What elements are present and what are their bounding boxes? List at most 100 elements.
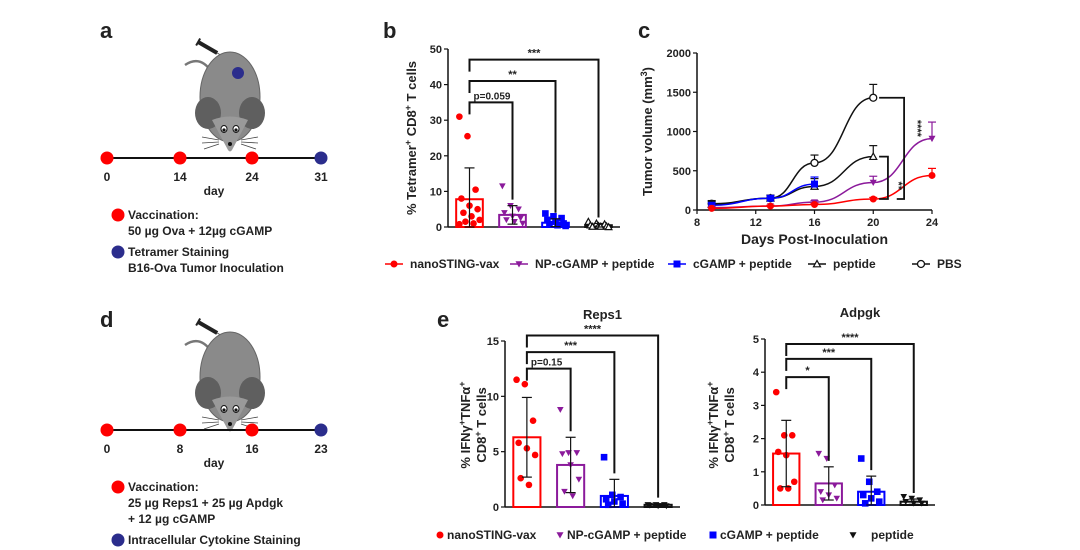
data-point [517, 474, 524, 482]
data-point [550, 213, 557, 220]
timeline-event-marker [245, 151, 259, 165]
y-tick-label: 1 [753, 467, 759, 479]
significance-bracket [785, 376, 830, 461]
x-tick-label: 16 [808, 217, 820, 229]
significance-bracket [525, 367, 572, 432]
timeline-axis-label: day [204, 184, 225, 198]
y-tick-label: 15 [487, 336, 499, 348]
significance-label: ** [508, 69, 517, 81]
significance-label: ** [892, 182, 904, 191]
data-point [831, 482, 839, 489]
legend-text: 25 µg Reps1 + 25 µg Apdgk [128, 496, 283, 510]
legend-text: Tetramer Staining [128, 245, 229, 259]
data-point [604, 501, 612, 509]
mouse-face [212, 116, 248, 152]
mouse-face [212, 396, 248, 432]
mouse-pupil [222, 408, 226, 412]
tumor-site-icon [232, 67, 244, 79]
timeline-day-label: 0 [104, 442, 111, 456]
data-point [531, 451, 539, 459]
data-point [604, 222, 613, 231]
data-point [503, 217, 510, 224]
mouse-whisker [240, 421, 259, 424]
syringe-barrel [197, 40, 219, 55]
timeline-day-label: 8 [177, 442, 184, 456]
mouse-whisker [201, 136, 220, 141]
y-tick-label: 40 [430, 80, 442, 92]
x-axis-label: Days Post-Inoculation [741, 231, 888, 247]
legend-marker [709, 531, 717, 539]
data-point [663, 503, 670, 510]
data-point [517, 215, 524, 222]
data-point [470, 220, 477, 227]
chart-c: 8 12 16 20 24 0 500 1000 1500 2000 Days Post-Inocu… [639, 48, 939, 247]
timeline-axis-label: day [204, 456, 225, 470]
y-axis-label: % IFNγ+TNFα+ [457, 381, 473, 468]
data-point [546, 220, 553, 228]
legend-text: Intracellular Cytokine Staining [128, 533, 301, 547]
data-point [819, 497, 827, 504]
chart-title: Adpgk [840, 305, 881, 320]
legend-label: PBS [937, 257, 962, 271]
legend-marker [916, 259, 926, 269]
legend-dot [111, 533, 125, 547]
data-point [869, 179, 877, 187]
y-tick-label: 500 [673, 166, 691, 178]
data-point [499, 183, 506, 190]
mouse-illustration [184, 318, 265, 432]
data-point [790, 478, 798, 486]
data-point [774, 448, 782, 456]
y-tick-label: 0 [493, 502, 499, 514]
timeline-event-marker [100, 423, 114, 437]
legend-text: Vaccination: [128, 480, 199, 494]
timeline-day-label: 0 [104, 170, 111, 184]
data-point [525, 481, 533, 489]
legend-dot [111, 245, 125, 259]
timeline-a: 0 14 24 31 day Vaccination: 50 µg Ova + 12µg c… [100, 151, 328, 275]
y-tick-label: 3 [753, 400, 759, 412]
y-tick-label: 10 [487, 391, 499, 403]
data-point [513, 376, 520, 384]
timeline-event-marker [314, 151, 328, 165]
y-tick-label: 0 [436, 222, 442, 234]
data-point [865, 478, 873, 486]
data-point [460, 209, 467, 217]
data-point [557, 406, 564, 413]
data-point [464, 132, 471, 140]
significance-bracket [785, 342, 915, 494]
data-point [766, 194, 774, 202]
timeline-day-label: 24 [245, 170, 259, 184]
data-point [776, 485, 784, 492]
legend-label: cGAMP + peptide [693, 257, 792, 271]
data-point [869, 93, 878, 102]
timeline-day-label: 16 [245, 442, 259, 456]
data-point [559, 451, 566, 458]
data-point [811, 201, 818, 209]
mouse-whisker [201, 416, 220, 421]
series-line [711, 96, 874, 205]
data-point [456, 220, 463, 228]
mouse-pupil [222, 128, 226, 132]
data-point [646, 502, 654, 509]
mouse-nose [228, 142, 232, 146]
timeline-day-label: 23 [314, 442, 328, 456]
y-axis-label: Tumor volume (mm3) [639, 67, 655, 196]
panel-label-c: c [638, 18, 650, 43]
data-point [588, 222, 597, 230]
y-axis-label: % Tetramer+ CD8+ T cells [403, 61, 419, 215]
mouse-pupil [234, 128, 238, 132]
data-point [600, 453, 608, 461]
legend-text: B16-Ova Tumor Inoculation [128, 261, 284, 275]
data-point [521, 380, 529, 388]
legend-label: nanoSTING-vax [410, 257, 500, 271]
legend-label: nanoSTING-vax [447, 528, 537, 542]
legend-label: cGAMP + peptide [720, 528, 819, 542]
timeline-d: 0 8 16 23 day Vaccination: 25 µg Reps1 + 25 µg… [100, 423, 328, 547]
mouse-whisker [201, 141, 220, 144]
significance-bracket [879, 155, 889, 200]
legend-top: nanoSTING-vax NP-cGAMP + peptide cGAMP + p… [385, 257, 962, 271]
mouse-whisker [240, 416, 259, 421]
